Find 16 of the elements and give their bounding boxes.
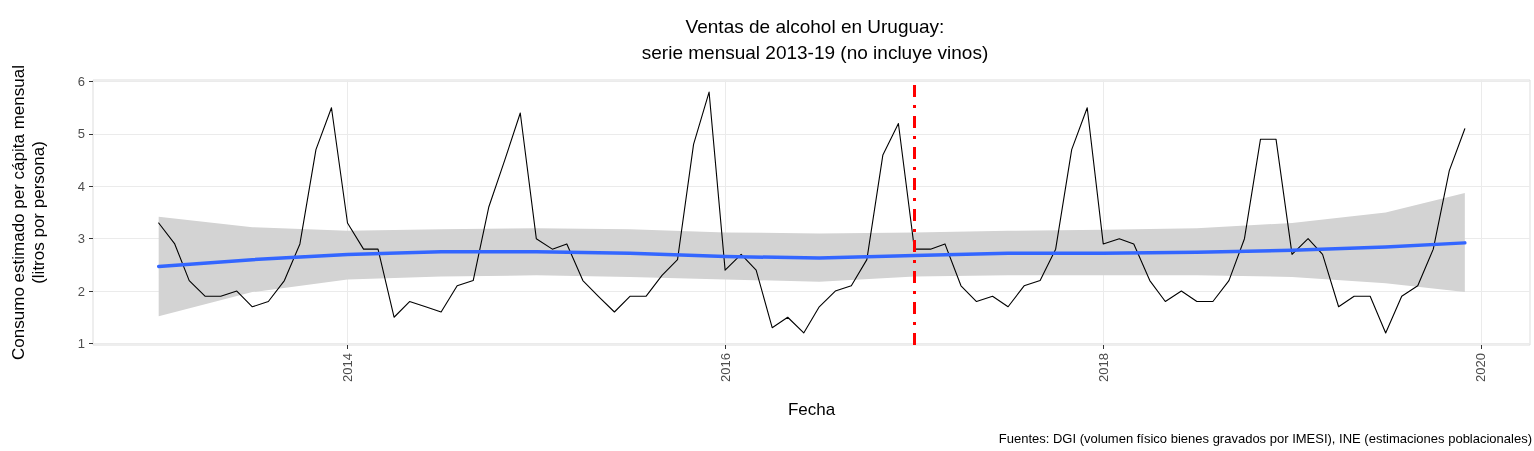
y-tick-label: 1	[77, 335, 85, 351]
y-tick-label: 2	[77, 283, 85, 299]
x-tick-label: 2016	[717, 353, 733, 382]
x-tick-label: 2014	[340, 353, 355, 382]
source-note: Fuentes: DGI (volumen físico bienes gravados por IMESI), INE (estimaciones poblacionales)	[998, 431, 1533, 446]
y-axis-title: Consumo estimado per cápita mensual (litros por persona)	[8, 65, 48, 360]
y-tick-label: 5	[77, 126, 85, 142]
x-tick-label: 2020	[1473, 353, 1489, 382]
y-tick-label: 3	[77, 231, 85, 247]
x-axis-title: Fecha	[787, 400, 836, 419]
line-series	[156, 241, 1467, 269]
y-tick-label: 6	[77, 74, 85, 90]
x-tick-label: 2018	[1095, 353, 1111, 382]
chart-title: Ventas de alcohol en Uruguay: serie mensual 2013-19 (no incluye vinos)	[641, 15, 989, 63]
y-tick-label: 4	[77, 178, 85, 194]
line-series	[158, 91, 1466, 334]
